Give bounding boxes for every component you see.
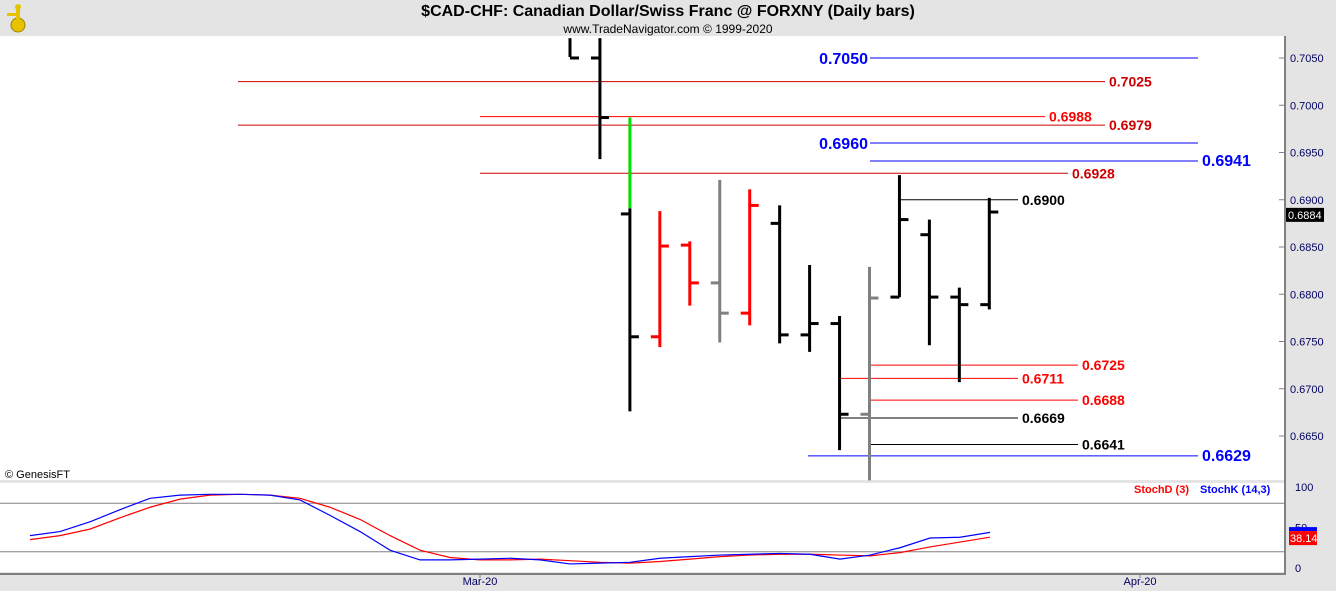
- stoch-line-k: [29, 493, 991, 565]
- stoch-y-label: 100: [1295, 482, 1313, 494]
- level-label: 0.6669: [1022, 410, 1065, 426]
- y-tick-label: 0.6650: [1290, 431, 1324, 443]
- y-tick-label: 0.6850: [1290, 242, 1324, 254]
- level-label: 0.6725: [1082, 357, 1125, 373]
- legend-stochd: StochD (3): [1134, 484, 1189, 496]
- legend-stochk: StochK (14,3): [1200, 484, 1271, 496]
- stoch-line-d: [29, 493, 991, 564]
- x-tick-label: Mar-20: [463, 576, 498, 588]
- chart-subtitle: www.TradeNavigator.com © 1999-2020: [563, 22, 773, 36]
- y-tick-label: 0.6700: [1290, 384, 1324, 396]
- level-label: 0.6988: [1049, 109, 1092, 125]
- price-panel: [0, 36, 1285, 480]
- level-label: 0.6960: [819, 136, 868, 153]
- level-label: 0.6711: [1022, 370, 1064, 386]
- level-label: 0.6688: [1082, 392, 1125, 408]
- y-tick-label: 0.6800: [1290, 289, 1324, 301]
- level-label: 0.7025: [1109, 74, 1152, 90]
- level-label: 0.6641: [1082, 437, 1125, 453]
- last-price-label: 0.6884: [1288, 210, 1322, 222]
- stochk-value-marker: [1289, 527, 1317, 532]
- stoch-y-label: 0: [1295, 563, 1301, 575]
- x-tick-label: Apr-20: [1123, 576, 1156, 588]
- y-tick-label: 0.7050: [1290, 53, 1324, 65]
- y-tick-label: 0.7000: [1290, 100, 1324, 112]
- chart-title: $CAD-CHF: Canadian Dollar/Swiss Franc @ …: [421, 3, 915, 20]
- stochastic-panel: [0, 483, 1285, 572]
- level-label: 0.7050: [819, 51, 868, 68]
- watermark: © GenesisFT: [5, 469, 70, 481]
- level-label: 0.6979: [1109, 117, 1152, 133]
- level-label: 0.6900: [1022, 192, 1065, 208]
- last-price-box: [1286, 207, 1324, 222]
- trade-navigator-logo-icon: [7, 4, 26, 33]
- level-label: 0.6629: [1202, 448, 1251, 465]
- y-tick-label: 0.6750: [1290, 337, 1324, 349]
- level-label: 0.6928: [1072, 165, 1115, 181]
- y-tick-label: 0.6900: [1290, 195, 1324, 207]
- level-label: 0.6941: [1202, 153, 1251, 170]
- last-stoch-label: 38.14: [1290, 533, 1318, 545]
- last-stoch-box: [1289, 531, 1317, 546]
- chart-header: $CAD-CHF: Canadian Dollar/Swiss Franc @ …: [0, 0, 1336, 36]
- y-tick-label: 0.6950: [1290, 148, 1324, 160]
